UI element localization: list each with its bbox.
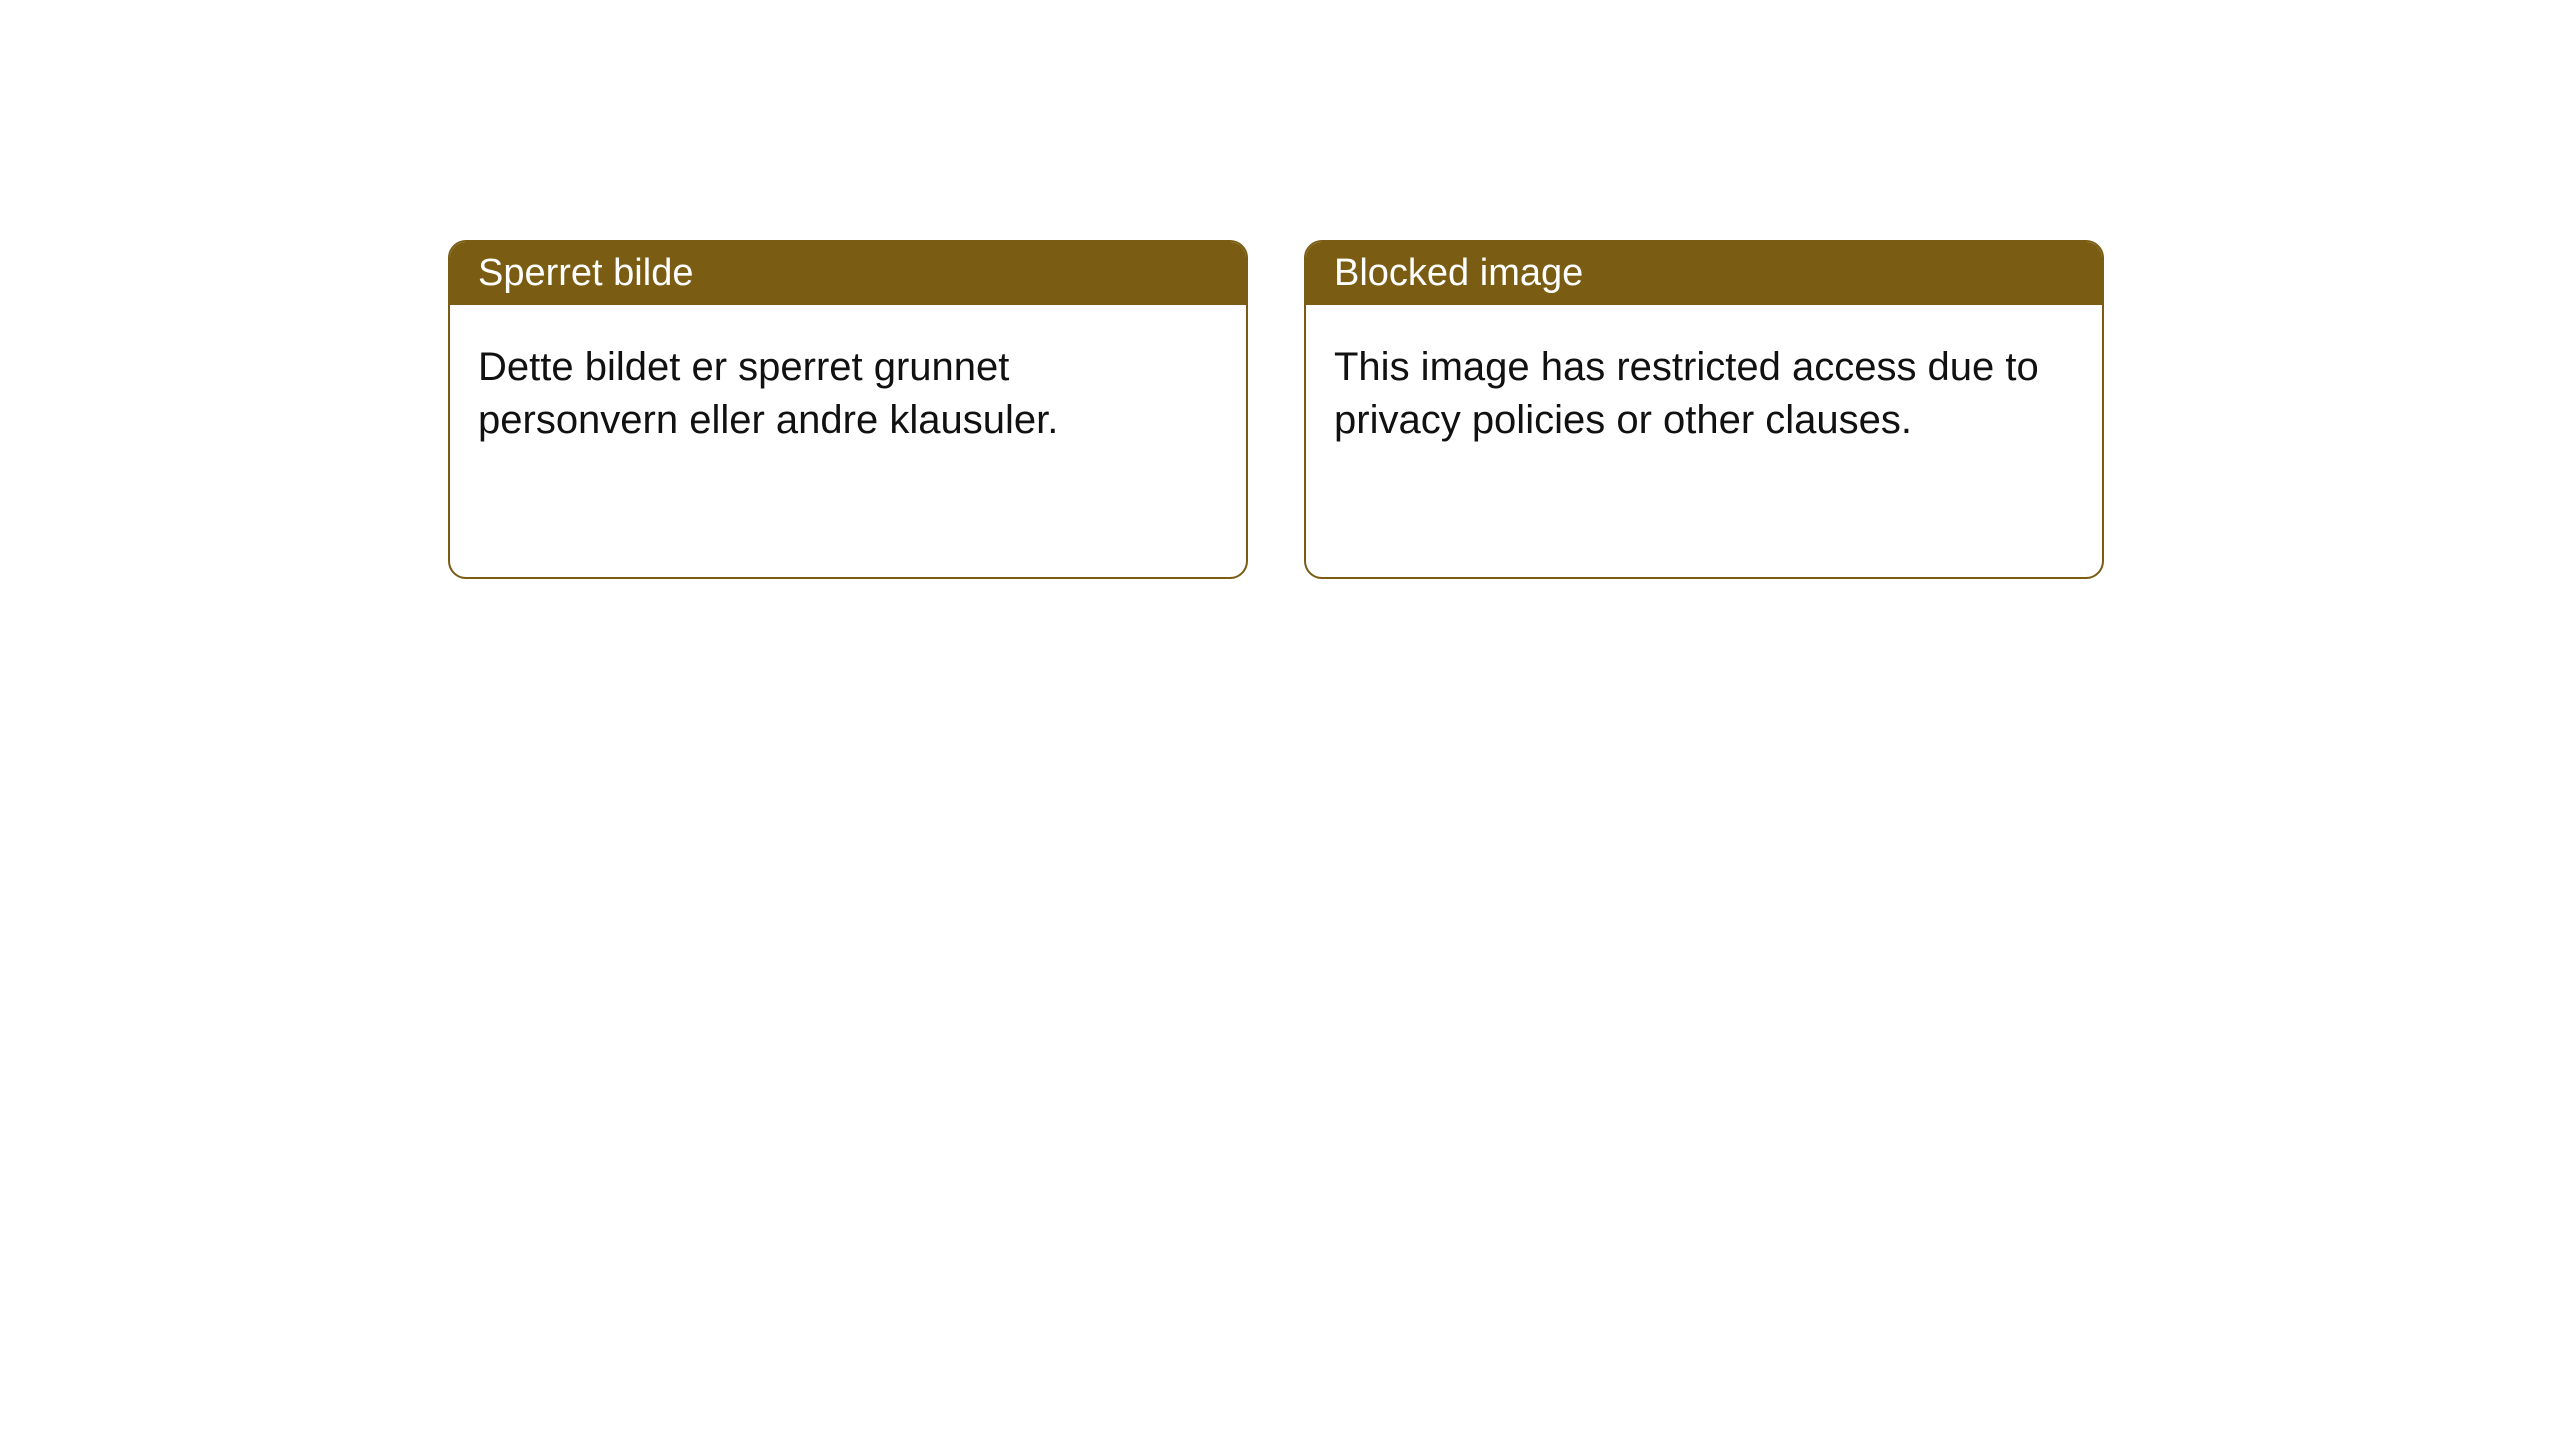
card-header: Sperret bilde bbox=[450, 242, 1246, 305]
card-header: Blocked image bbox=[1306, 242, 2102, 305]
cards-container: Sperret bilde Dette bildet er sperret gr… bbox=[448, 240, 2560, 579]
card-body-text: Dette bildet er sperret grunnet personve… bbox=[478, 345, 1058, 442]
blocked-image-card-en: Blocked image This image has restricted … bbox=[1304, 240, 2104, 579]
blocked-image-card-no: Sperret bilde Dette bildet er sperret gr… bbox=[448, 240, 1248, 579]
card-body: This image has restricted access due to … bbox=[1306, 305, 2102, 577]
card-title: Blocked image bbox=[1334, 252, 1583, 294]
card-body-text: This image has restricted access due to … bbox=[1334, 345, 2039, 442]
card-title: Sperret bilde bbox=[478, 252, 693, 294]
card-body: Dette bildet er sperret grunnet personve… bbox=[450, 305, 1246, 577]
